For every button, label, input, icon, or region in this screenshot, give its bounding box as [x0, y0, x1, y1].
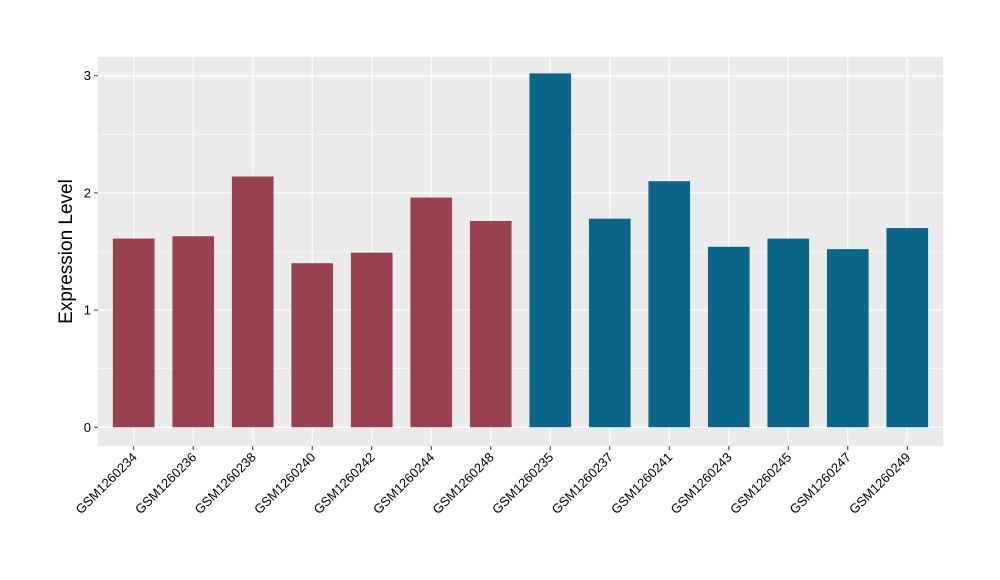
bar-GSM1260249: [886, 228, 929, 428]
bar-GSM1260240: [291, 263, 334, 428]
bar-GSM1260236: [172, 236, 215, 428]
x-tick-label: GSM1260241: [608, 450, 675, 517]
x-axis: GSM1260234GSM1260236GSM1260238GSM1260240…: [72, 446, 913, 517]
x-tick-label: GSM1260249: [846, 450, 913, 517]
y-tick-label: 3: [84, 68, 91, 83]
bar-GSM1260247: [826, 249, 869, 428]
bar-GSM1260244: [410, 197, 453, 428]
x-tick-label: GSM1260247: [787, 450, 854, 517]
bar-GSM1260241: [648, 181, 691, 428]
y-axis: 0 1 2 3: [84, 68, 98, 435]
bar-GSM1260243: [707, 246, 750, 428]
x-tick-label: GSM1260243: [668, 450, 735, 517]
bar-GSM1260248: [469, 221, 512, 428]
bar-GSM1260234: [112, 238, 155, 428]
y-tick-label: 1: [84, 303, 91, 318]
x-tick-label: GSM1260245: [727, 450, 794, 517]
y-tick-label: 0: [84, 420, 91, 435]
x-tick-label: GSM1260240: [251, 450, 318, 517]
bar-GSM1260245: [767, 238, 810, 428]
y-tick-label: 2: [84, 185, 91, 200]
bars: [112, 73, 929, 428]
x-tick-label: GSM1260235: [489, 450, 556, 517]
x-tick-label: GSM1260242: [311, 450, 378, 517]
x-tick-label: GSM1260236: [132, 450, 199, 517]
x-tick-label: GSM1260244: [370, 450, 437, 517]
x-tick-label: GSM1260237: [549, 450, 616, 517]
bar-GSM1260235: [529, 73, 572, 428]
bar-GSM1260238: [231, 176, 274, 428]
bar-GSM1260237: [588, 218, 631, 428]
x-tick-label: GSM1260234: [72, 450, 139, 517]
x-tick-label: GSM1260238: [191, 450, 258, 517]
x-tick-label: GSM1260248: [430, 450, 497, 517]
y-axis-title: Expression Level: [56, 179, 77, 324]
bar-GSM1260242: [350, 252, 393, 428]
